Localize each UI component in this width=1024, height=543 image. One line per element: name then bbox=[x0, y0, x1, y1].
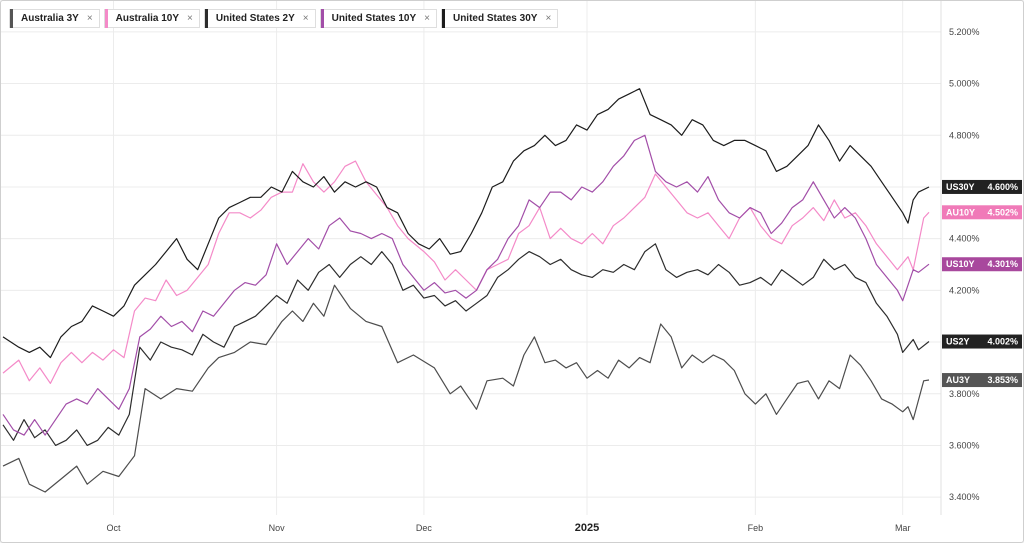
value-tag-value: 4.502% bbox=[987, 207, 1018, 217]
legend-chip-australia-3y[interactable]: Australia 3Y × bbox=[9, 9, 100, 28]
value-tag-au10y: AU10Y 4.502% bbox=[942, 205, 1022, 220]
series-color-swatch bbox=[10, 9, 13, 28]
legend-label: United States 2Y bbox=[215, 13, 295, 24]
y-tick-label: 5.000% bbox=[949, 79, 980, 89]
x-tick-label: Oct bbox=[106, 523, 121, 533]
series-line-au3y bbox=[2, 284, 930, 493]
x-tick-label: Dec bbox=[416, 523, 433, 533]
series-value-tags: AU3Y 3.853% AU10Y 4.502% US2Y 4.002% US10Y 4.30… bbox=[942, 179, 1022, 388]
series-line-us10y bbox=[2, 134, 930, 436]
value-tag-bg bbox=[942, 373, 1022, 388]
series-line-us2y bbox=[2, 243, 930, 446]
x-tick-label: Mar bbox=[895, 523, 911, 533]
value-tag-bg bbox=[942, 257, 1022, 272]
value-tag-us10y: US10Y 4.301% bbox=[942, 257, 1022, 272]
legend-chip-united-states-2y[interactable]: United States 2Y × bbox=[203, 9, 316, 28]
y-tick-label: 3.600% bbox=[949, 440, 980, 450]
value-tag-name: US30Y bbox=[946, 182, 975, 192]
horizontal-gridlines bbox=[1, 31, 941, 498]
value-tag-name: US2Y bbox=[946, 337, 970, 347]
series-layer bbox=[2, 88, 930, 493]
value-tag-bg bbox=[942, 179, 1022, 194]
y-tick-label: 3.400% bbox=[949, 492, 980, 502]
series-color-swatch bbox=[320, 9, 324, 28]
value-tag-name: AU3Y bbox=[946, 375, 970, 385]
legend-label: Australia 3Y bbox=[21, 13, 79, 24]
value-tag-value: 3.853% bbox=[987, 375, 1018, 385]
value-tag-bg bbox=[942, 205, 1022, 220]
x-tick-label: 2025 bbox=[575, 522, 599, 534]
y-tick-label: 4.200% bbox=[949, 285, 980, 295]
series-color-swatch bbox=[441, 9, 445, 28]
y-tick-label: 4.400% bbox=[949, 234, 980, 244]
value-tag-name: US10Y bbox=[946, 259, 975, 269]
x-tick-label: Feb bbox=[748, 523, 764, 533]
legend-label: Australia 10Y bbox=[115, 13, 180, 24]
legend-chip-united-states-10y[interactable]: United States 10Y × bbox=[319, 9, 437, 28]
y-tick-label: 3.800% bbox=[949, 389, 980, 399]
y-tick-label: 5.200% bbox=[949, 27, 980, 37]
value-tag-name: AU10Y bbox=[946, 207, 975, 217]
value-tag-bg bbox=[942, 334, 1022, 349]
close-icon[interactable]: × bbox=[86, 13, 93, 24]
value-tag-value: 4.600% bbox=[987, 182, 1018, 192]
series-color-swatch bbox=[104, 9, 108, 28]
value-tag-us30y: US30Y 4.600% bbox=[942, 179, 1022, 194]
close-icon[interactable]: × bbox=[545, 13, 552, 24]
legend-label: United States 10Y bbox=[331, 13, 417, 24]
legend-label: United States 30Y bbox=[452, 13, 538, 24]
series-line-us30y bbox=[2, 88, 930, 359]
close-icon[interactable]: × bbox=[424, 13, 430, 24]
value-tag-value: 4.002% bbox=[987, 337, 1018, 347]
value-tag-us2y: US2Y 4.002% bbox=[942, 334, 1022, 349]
close-icon[interactable]: × bbox=[187, 13, 193, 24]
legend: Australia 3Y × Australia 10Y × United St… bbox=[9, 9, 559, 28]
vertical-gridlines bbox=[112, 1, 904, 515]
close-icon[interactable]: × bbox=[302, 13, 309, 24]
value-tag-au3y: AU3Y 3.853% bbox=[942, 373, 1022, 388]
x-tick-label: Nov bbox=[269, 523, 286, 533]
x-axis: Oct Nov Dec 2025 Feb Mar bbox=[106, 522, 910, 534]
series-color-swatch bbox=[204, 9, 208, 28]
legend-chip-united-states-30y[interactable]: United States 30Y × bbox=[440, 9, 559, 28]
legend-chip-australia-10y[interactable]: Australia 10Y × bbox=[103, 9, 200, 28]
y-tick-label: 4.800% bbox=[949, 130, 980, 140]
value-tag-value: 4.301% bbox=[987, 259, 1018, 269]
